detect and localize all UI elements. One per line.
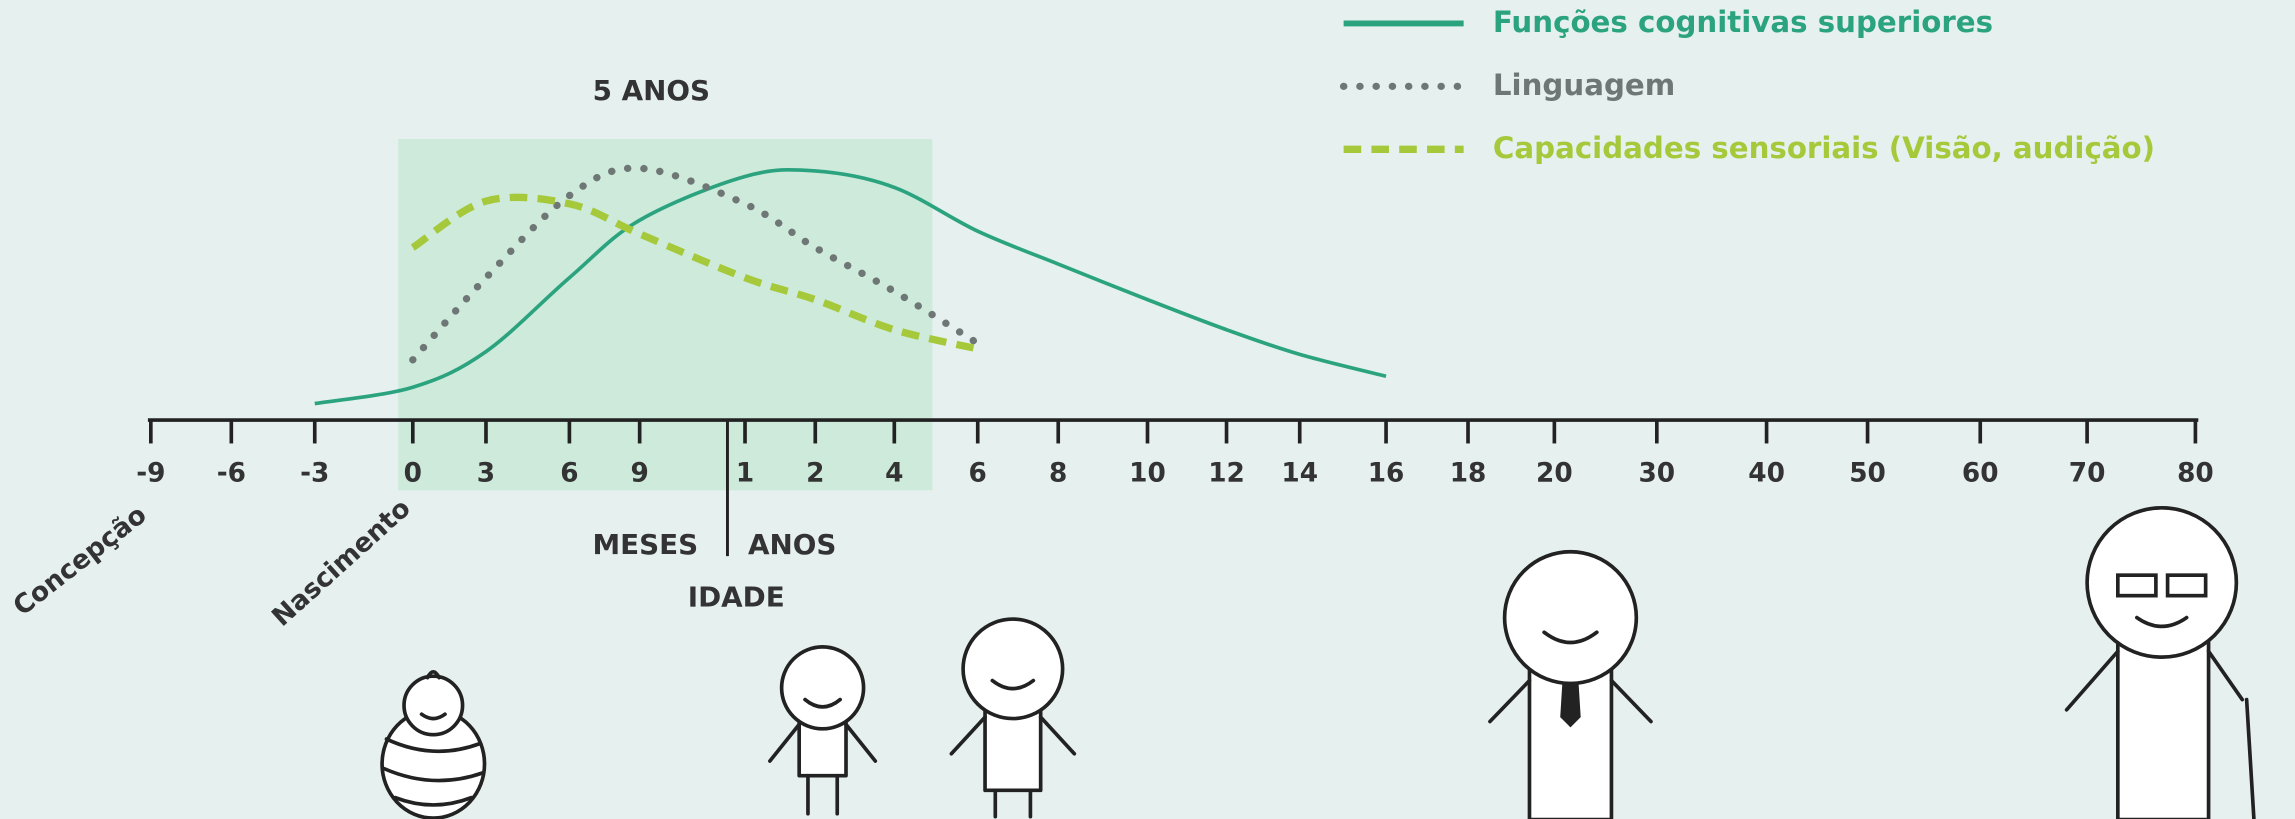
x-tick-label: 40 bbox=[1748, 459, 1785, 489]
x-tick-label: 60 bbox=[1962, 459, 1999, 489]
x-tick-label: 2 bbox=[806, 459, 824, 489]
x-tick-label: 20 bbox=[1536, 459, 1573, 489]
child-limbs bbox=[768, 722, 878, 816]
x-tick-label: 6 bbox=[560, 459, 578, 489]
x-tick-label: 3 bbox=[477, 459, 495, 489]
x-tick-label: 30 bbox=[1638, 459, 1675, 489]
x-tick-label: 70 bbox=[2069, 459, 2106, 489]
elder-glasses bbox=[2116, 573, 2158, 598]
adult-head bbox=[1502, 549, 1639, 686]
x-tick-label: 80 bbox=[2177, 459, 2214, 489]
annotation: 5 ANOS bbox=[593, 74, 710, 107]
illustrations bbox=[380, 506, 2256, 819]
x-tick-label: 16 bbox=[1368, 459, 1405, 489]
x-tick-label: 50 bbox=[1849, 459, 1886, 489]
x-tick-label: -3 bbox=[300, 459, 329, 489]
adult-body bbox=[1527, 664, 1614, 819]
x-tick-label: -6 bbox=[217, 459, 246, 489]
x-tick-label: 18 bbox=[1450, 459, 1487, 489]
elder-smile bbox=[2135, 615, 2189, 629]
annotation: IDADE bbox=[688, 581, 785, 614]
kid-limbs bbox=[949, 715, 1077, 819]
elder-limbs bbox=[2064, 649, 2256, 819]
baby-head bbox=[402, 674, 465, 737]
elder bbox=[2064, 506, 2256, 819]
legend-label: Funções cognitivas superiores bbox=[1493, 5, 1993, 39]
x-tick-label: 14 bbox=[1281, 459, 1318, 489]
annotation: MESES bbox=[593, 528, 699, 561]
elder-body bbox=[2116, 630, 2211, 819]
annotation: Nascimento bbox=[267, 493, 417, 632]
annotation: Concepção bbox=[8, 500, 153, 622]
x-tick-label: 1 bbox=[736, 459, 754, 489]
adult bbox=[1488, 549, 1653, 819]
child bbox=[768, 645, 878, 816]
elder-glasses bbox=[2165, 573, 2208, 598]
series-line bbox=[410, 193, 979, 353]
x-tick-label: 12 bbox=[1208, 459, 1245, 489]
child-smile bbox=[803, 697, 842, 709]
adult-arms bbox=[1488, 678, 1653, 724]
adult-smile bbox=[1542, 630, 1599, 645]
series-line bbox=[314, 167, 1387, 406]
x-tick-label: 9 bbox=[630, 459, 648, 489]
baby-wrap bbox=[381, 737, 485, 807]
legend-label: Linguagem bbox=[1493, 68, 1675, 102]
baby bbox=[380, 669, 487, 819]
x-tick-label: 6 bbox=[969, 459, 987, 489]
kid-smile bbox=[990, 678, 1036, 691]
baby-face bbox=[419, 669, 447, 721]
elder-head bbox=[2085, 506, 2239, 659]
x-tick-label: 10 bbox=[1129, 459, 1166, 489]
x-tick-label: 4 bbox=[885, 459, 903, 489]
annotation: ANOS bbox=[748, 528, 836, 561]
child-head bbox=[779, 645, 866, 731]
x-tick-label: 0 bbox=[404, 459, 422, 489]
kid bbox=[949, 617, 1077, 819]
x-tick-label: 8 bbox=[1049, 459, 1067, 489]
legend-label: Capacidades sensoriais (Visão, audição) bbox=[1493, 131, 2155, 165]
series-line bbox=[409, 164, 982, 364]
x-tick-label: -9 bbox=[136, 459, 165, 489]
kid-head bbox=[961, 617, 1065, 721]
